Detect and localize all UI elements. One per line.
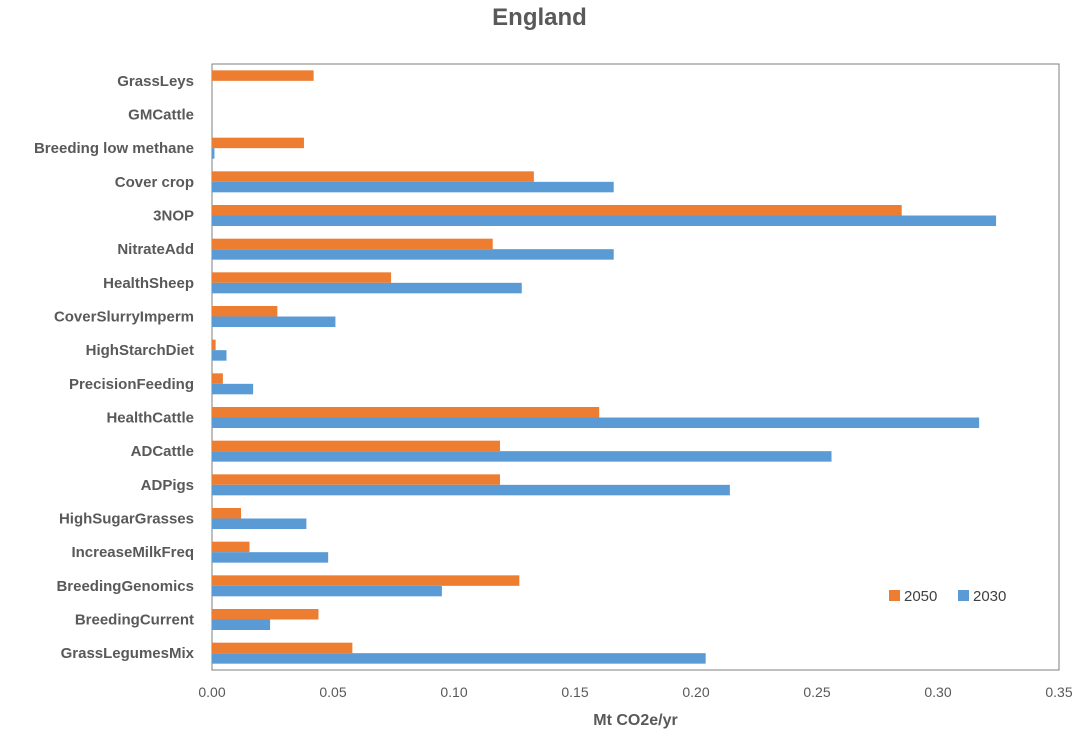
bar-2030 [212, 148, 215, 159]
value-axis: 0.00 0.05 0.10 0.15 0.20 0.25 0.30 0.35 [198, 684, 1072, 700]
category-label: 3NOP [153, 208, 194, 225]
category-label: PrecisionFeeding [69, 376, 194, 393]
category-label: Breeding low methane [34, 140, 194, 157]
category-label: HighStarchDiet [86, 342, 194, 359]
category-label: ADPigs [141, 477, 194, 494]
bar-2030 [212, 619, 271, 630]
bar-2050 [212, 440, 500, 452]
bar-2030 [212, 585, 442, 597]
category-axis: GrassLeys GMCattle Breeding low methane Cov… [34, 73, 195, 662]
bar-2050 [212, 609, 319, 620]
bar-2030 [212, 350, 227, 361]
x-tick-label: 0.15 [561, 684, 588, 700]
bar-2030 [212, 552, 329, 563]
bar-2050 [212, 575, 520, 586]
category-label: CoverSlurryImperm [54, 309, 194, 326]
legend-label: 2050 [904, 588, 937, 605]
bar-2050 [212, 407, 600, 418]
bar-2050 [212, 70, 314, 81]
bar-2050 [212, 373, 223, 384]
category-label: NitrateAdd [117, 241, 194, 258]
bar-2050 [212, 541, 250, 553]
bars [212, 70, 997, 664]
category-label: HealthCattle [106, 410, 194, 427]
bar-2050 [212, 238, 493, 250]
legend-swatch-2050 [889, 590, 900, 601]
bar-2050 [212, 508, 242, 519]
bar-2030 [212, 316, 336, 327]
legend-label: 2030 [973, 588, 1006, 605]
legend-swatch-2030 [958, 590, 969, 601]
x-tick-label: 0.35 [1045, 684, 1072, 700]
category-label: GrassLeys [117, 73, 194, 90]
bar-2050 [212, 137, 304, 149]
bar-2030 [212, 282, 522, 294]
x-tick-label: 0.25 [803, 684, 830, 700]
bar-2050 [212, 642, 353, 654]
bar-2050 [212, 474, 500, 485]
category-label: HighSugarGrasses [59, 511, 194, 528]
category-label: GMCattle [128, 107, 194, 124]
bar-2030 [212, 451, 832, 462]
category-label: GrassLegumesMix [61, 645, 195, 662]
bar-2030 [212, 249, 614, 260]
x-tick-label: 0.30 [924, 684, 951, 700]
x-tick-label: 0.10 [440, 684, 467, 700]
category-label: BreedingCurrent [75, 612, 194, 629]
bar-2050 [212, 205, 902, 216]
bar-2030 [212, 653, 706, 664]
bar-2050 [212, 171, 534, 182]
bar-2030 [212, 417, 980, 428]
plot-area-frame [211, 63, 1060, 671]
bar-2030 [212, 215, 997, 226]
bar-2050 [212, 306, 278, 317]
category-label: ADCattle [131, 443, 194, 460]
category-label: IncreaseMilkFreq [71, 544, 194, 561]
x-tick-label: 0.00 [198, 684, 225, 700]
bar-2030 [212, 383, 254, 395]
bar-2030 [212, 181, 614, 193]
chart-title: England [492, 4, 587, 31]
legend: 2050 2030 [889, 588, 1006, 605]
bar-2030 [212, 518, 307, 529]
x-axis-label: Mt CO2e/yr [593, 712, 678, 729]
category-label: Cover crop [115, 174, 194, 191]
bar-2030 [212, 484, 730, 496]
x-tick-label: 0.05 [319, 684, 346, 700]
category-label: HealthSheep [103, 275, 194, 292]
bar-2050 [212, 339, 216, 351]
category-label: BreedingGenomics [56, 578, 194, 595]
x-tick-label: 0.20 [682, 684, 709, 700]
bar-2050 [212, 272, 392, 283]
